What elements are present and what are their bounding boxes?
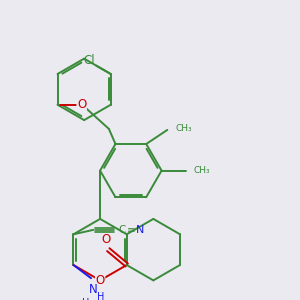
Text: O: O — [95, 274, 105, 287]
Text: Cl: Cl — [83, 54, 94, 67]
Text: CH₃: CH₃ — [175, 124, 192, 133]
Text: O: O — [77, 98, 86, 111]
Text: O: O — [101, 233, 111, 247]
Text: H: H — [97, 292, 104, 300]
Text: C: C — [118, 225, 126, 235]
Text: CH₃: CH₃ — [194, 166, 210, 175]
Text: N: N — [89, 283, 98, 296]
Text: N: N — [136, 225, 144, 235]
Text: H: H — [82, 298, 89, 300]
Text: ≡: ≡ — [127, 225, 136, 235]
